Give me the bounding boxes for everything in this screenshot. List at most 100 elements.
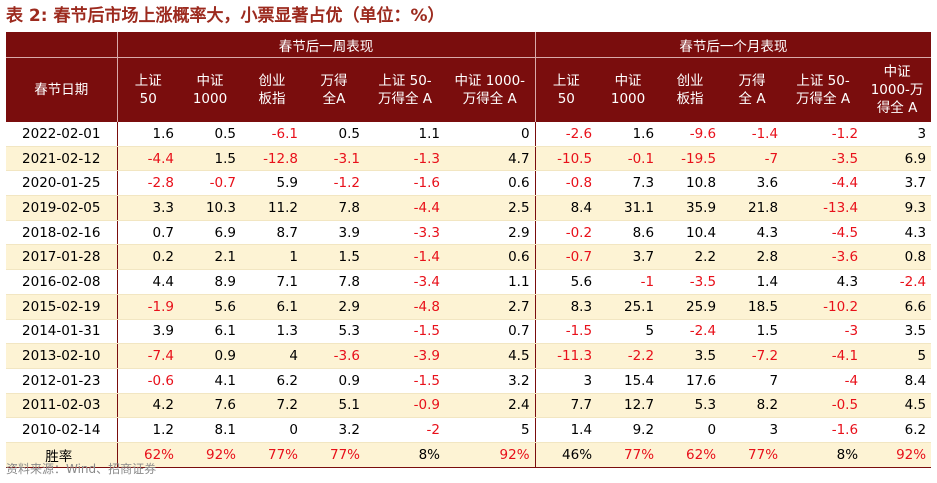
date-cell: 2020-01-25 [6, 170, 118, 197]
value-cell: 18.5 [721, 294, 784, 320]
value-cell: 0.7 [445, 319, 536, 345]
column-header-line: 50 [139, 91, 157, 107]
value-cell: 1.1 [445, 269, 536, 295]
win-rate-cell: 8% [783, 441, 864, 468]
column-header-date: 春节日期 [6, 57, 118, 122]
value-cell: 8.7 [241, 220, 303, 246]
date-cell: 2019-02-05 [6, 195, 118, 221]
value-cell: 4 [241, 343, 303, 369]
value-cell: -1.5 [365, 368, 445, 394]
value-cell: 1.3 [241, 319, 303, 345]
date-cell: 2022-02-01 [6, 122, 118, 147]
win-rate-cell: 62% [117, 441, 179, 468]
value-cell: -3.6 [303, 343, 365, 369]
value-cell: -2.2 [597, 343, 660, 369]
value-cell: 5 [863, 343, 932, 369]
column-header-line: 上证 50- [796, 73, 850, 89]
value-cell: 35.9 [659, 195, 722, 221]
win-rate-cell: 8% [365, 441, 445, 468]
value-cell: 0.5 [179, 122, 241, 147]
column-header-line: 中证 1000- [454, 73, 526, 89]
column-header-line: 1000 [192, 91, 228, 107]
value-cell: 5.9 [241, 170, 303, 197]
value-cell: 0.2 [117, 244, 179, 271]
value-cell: 0.7 [117, 220, 179, 246]
column-header-line: 得全 A [876, 100, 918, 116]
value-cell: 3.5 [863, 319, 932, 345]
date-cell: 2013-02-10 [6, 343, 118, 369]
value-cell: 3.5 [659, 343, 722, 369]
column-header-line: 创业 [676, 73, 704, 89]
value-cell: 4.3 [783, 269, 864, 295]
column-header-line: 上证 [134, 73, 162, 89]
column-header-month-1: 中证 1000 [597, 57, 660, 122]
value-cell: 2.7 [445, 294, 536, 320]
table-row: 2020-01-25 -2.8 -0.7 5.9 -1.2 -1.6 0.6 -0.8 7.3 1… [6, 170, 932, 197]
value-cell: -1.3 [365, 146, 445, 172]
value-cell: 2.5 [445, 195, 536, 221]
value-cell: 25.1 [597, 294, 660, 320]
value-cell: -1.2 [783, 122, 864, 147]
value-cell: -4 [783, 368, 864, 394]
value-cell: 0 [659, 417, 722, 443]
date-cell: 2015-02-19 [6, 294, 118, 320]
column-header-week-5: 中证 1000- 万得全 A [445, 57, 536, 122]
value-cell: -1.9 [117, 294, 179, 320]
date-cell: 2014-01-31 [6, 319, 118, 345]
value-cell: 9.3 [863, 195, 932, 221]
value-cell: 4.3 [721, 220, 784, 246]
value-cell: 1.6 [597, 122, 660, 147]
value-cell: 1.4 [535, 417, 598, 443]
win-rate-cell: 92% [445, 441, 536, 468]
column-header-month-4: 上证 50- 万得全 A [783, 57, 864, 122]
value-cell: 7.3 [597, 170, 660, 197]
value-cell: -4.4 [365, 195, 445, 221]
column-header-line: 万得 [320, 73, 348, 89]
column-header-week-0: 上证 50 [117, 57, 179, 122]
value-cell: 11.2 [241, 195, 303, 221]
value-cell: 3 [721, 417, 784, 443]
value-cell: 6.6 [863, 294, 932, 320]
value-cell: 31.1 [597, 195, 660, 221]
value-cell: -13.4 [783, 195, 864, 221]
value-cell: 0 [445, 122, 536, 147]
value-cell: 3.7 [597, 244, 660, 271]
value-cell: -3.3 [365, 220, 445, 246]
value-cell: -1.5 [535, 319, 598, 345]
column-header-line: 万得全 A [462, 91, 517, 107]
value-cell: 8.9 [179, 269, 241, 295]
value-cell: 3.9 [117, 319, 179, 345]
value-cell: 7.6 [179, 393, 241, 419]
value-cell: -0.7 [179, 170, 241, 197]
value-cell: -7 [721, 146, 784, 172]
value-cell: -1.4 [365, 244, 445, 271]
column-header-line: 中证 [196, 73, 224, 89]
value-cell: 5.6 [535, 269, 598, 295]
group-header-month: 春节后一个月表现 [535, 32, 932, 58]
win-rate-cell: 77% [597, 441, 660, 468]
value-cell: 3.9 [303, 220, 365, 246]
value-cell: 4.4 [117, 269, 179, 295]
value-cell: 5.1 [303, 393, 365, 419]
value-cell: -1 [597, 269, 660, 295]
value-cell: 21.8 [721, 195, 784, 221]
column-header-month-5: 中证 1000-万 得全 A [863, 57, 932, 122]
table-row: 2016-02-08 4.4 8.9 7.1 7.8 -3.4 1.1 5.6 -1 -3.5 1.… [6, 269, 932, 295]
value-cell: 1.5 [721, 319, 784, 345]
value-cell: 4.3 [863, 220, 932, 246]
value-cell: -3.5 [783, 146, 864, 172]
value-cell: -4.4 [783, 170, 864, 197]
value-cell: 3.2 [445, 368, 536, 394]
column-header-line: 50 [557, 91, 575, 107]
date-cell: 2011-02-03 [6, 393, 118, 419]
win-rate-cell: 77% [721, 441, 784, 468]
value-cell: -10.5 [535, 146, 598, 172]
value-cell: 1.5 [303, 244, 365, 271]
value-cell: -19.5 [659, 146, 722, 172]
value-cell: 10.4 [659, 220, 722, 246]
value-cell: 12.7 [597, 393, 660, 419]
value-cell: -4.5 [783, 220, 864, 246]
value-cell: -0.8 [535, 170, 598, 197]
value-cell: -3.6 [783, 244, 864, 271]
value-cell: -0.5 [783, 393, 864, 419]
